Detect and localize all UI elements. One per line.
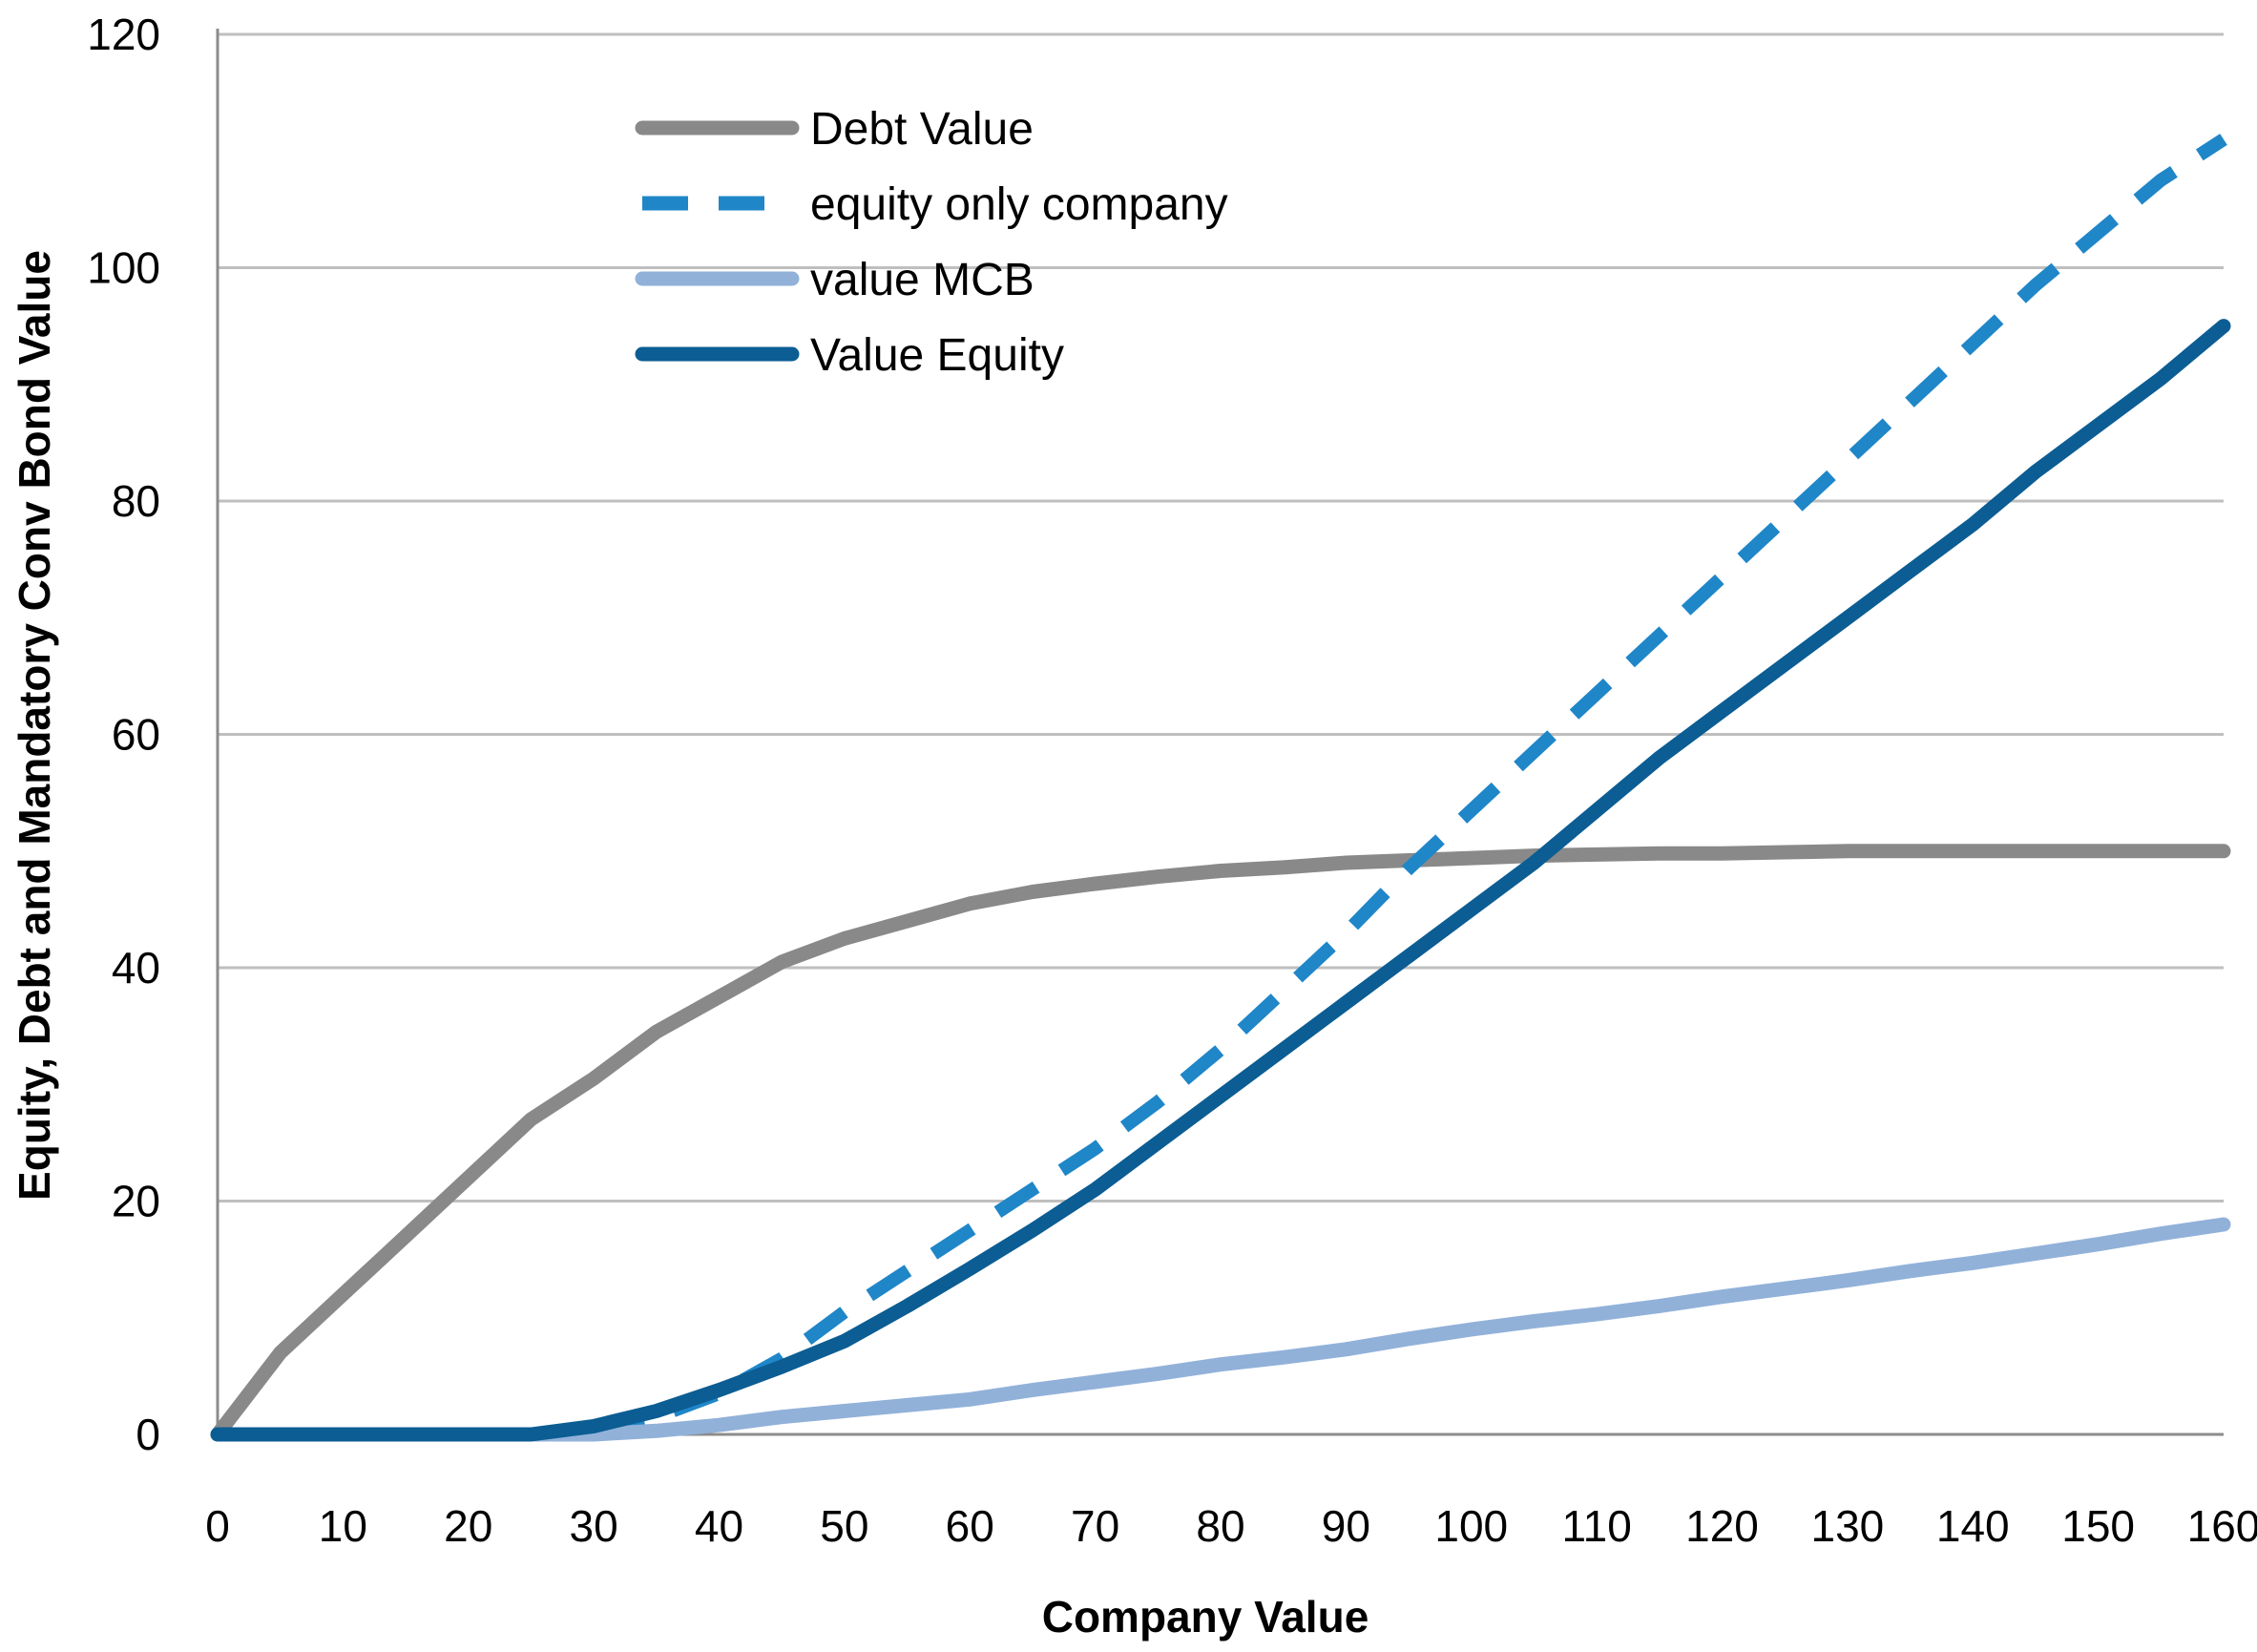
x-tick-label: 100: [1434, 1501, 1508, 1551]
y-tick-label: 0: [136, 1410, 160, 1459]
series-line-value-mcb: [210, 1217, 2231, 1442]
x-tick-label: 80: [1196, 1501, 1244, 1551]
y-tick-labels: 0 20 40 60 80 100 120: [87, 10, 160, 1459]
y-tick-label: 120: [87, 10, 160, 59]
x-tick-label: 160: [2187, 1501, 2257, 1551]
series-line-value-equity: [210, 319, 2231, 1442]
legend: Debt Value equity only company value MCB Va…: [635, 104, 1228, 381]
series-line-equity-only-company: [218, 134, 2227, 1441]
legend-label: Value Equity: [810, 330, 1064, 381]
x-tick-label: 90: [1322, 1501, 1370, 1551]
x-tick-label: 40: [695, 1501, 743, 1551]
y-axis-title: Equity, Debt and Mandatory Conv Bond Val…: [10, 250, 59, 1201]
axes: [216, 29, 2224, 1436]
x-tick-label: 120: [1685, 1501, 1759, 1551]
y-tick-label: 40: [112, 943, 160, 993]
x-tick-label: 10: [319, 1501, 367, 1551]
x-tick-labels: 0 10 20 30 40 50 60 70 80 90 100 110 120 130 140 150 160: [205, 1501, 2257, 1551]
series-lines: [210, 134, 2231, 1442]
x-tick-label: 150: [2061, 1501, 2135, 1551]
legend-label: Debt Value: [810, 104, 1034, 155]
x-tick-label: 30: [570, 1501, 618, 1551]
x-tick-label: 0: [205, 1501, 230, 1551]
y-tick-label: 80: [112, 476, 160, 526]
x-tick-label: 140: [1936, 1501, 2010, 1551]
legend-label: equity only company: [810, 179, 1228, 230]
x-axis-title: Company Value: [1042, 1592, 1369, 1642]
x-tick-label: 20: [444, 1501, 492, 1551]
x-tick-label: 130: [1811, 1501, 1885, 1551]
y-tick-label: 20: [112, 1177, 160, 1226]
y-tick-label: 100: [87, 243, 160, 293]
x-tick-label: 70: [1071, 1501, 1119, 1551]
x-tick-label: 60: [946, 1501, 994, 1551]
grid-lines: [218, 32, 2224, 1202]
legend-label: value MCB: [810, 255, 1034, 305]
series-line-debt-value: [210, 844, 2231, 1442]
x-tick-label: 110: [1561, 1501, 1631, 1551]
x-tick-label: 50: [820, 1501, 868, 1551]
y-tick-label: 60: [112, 710, 160, 760]
